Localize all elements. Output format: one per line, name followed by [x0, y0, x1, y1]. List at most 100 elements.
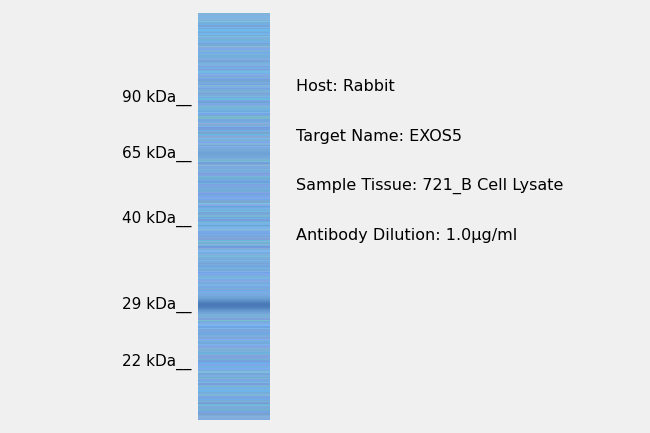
Bar: [198, 64, 270, 66]
Bar: [198, 236, 270, 238]
Bar: [198, 364, 270, 366]
Bar: [198, 298, 270, 299]
Bar: [198, 105, 270, 107]
Bar: [198, 361, 270, 363]
Bar: [198, 36, 270, 37]
Bar: [198, 372, 270, 374]
Bar: [198, 297, 270, 299]
Bar: [198, 306, 270, 307]
Bar: [198, 90, 270, 92]
Bar: [198, 306, 270, 307]
Bar: [198, 305, 270, 306]
Bar: [198, 355, 270, 356]
Bar: [198, 178, 270, 180]
Bar: [198, 233, 270, 234]
Bar: [198, 334, 270, 336]
Bar: [198, 86, 270, 87]
Bar: [198, 215, 270, 216]
Bar: [198, 235, 270, 237]
Bar: [198, 120, 270, 122]
Bar: [198, 296, 270, 298]
Bar: [198, 315, 270, 317]
Bar: [198, 181, 270, 183]
Bar: [198, 52, 270, 54]
Bar: [198, 388, 270, 390]
Bar: [198, 278, 270, 280]
Bar: [198, 148, 270, 149]
Bar: [198, 409, 270, 410]
Bar: [198, 53, 270, 55]
Bar: [198, 208, 270, 210]
Bar: [198, 151, 270, 152]
Bar: [198, 302, 270, 303]
Bar: [198, 150, 270, 151]
Bar: [198, 94, 270, 96]
Bar: [198, 395, 270, 397]
Bar: [198, 22, 270, 24]
Bar: [198, 345, 270, 347]
Bar: [198, 289, 270, 291]
Bar: [198, 338, 270, 340]
Bar: [198, 18, 270, 20]
Bar: [198, 307, 270, 309]
Bar: [198, 255, 270, 257]
Bar: [198, 245, 270, 246]
Bar: [198, 253, 270, 255]
Bar: [198, 262, 270, 264]
Bar: [198, 360, 270, 362]
Bar: [198, 342, 270, 344]
Bar: [198, 414, 270, 416]
Text: Host: Rabbit: Host: Rabbit: [296, 79, 395, 94]
Bar: [198, 287, 270, 288]
Bar: [198, 403, 270, 405]
Bar: [198, 348, 270, 349]
Text: 90 kDa__: 90 kDa__: [122, 89, 192, 106]
Bar: [198, 405, 270, 407]
Bar: [198, 170, 270, 172]
Bar: [198, 350, 270, 352]
Bar: [198, 303, 270, 304]
Bar: [198, 175, 270, 177]
Bar: [198, 79, 270, 81]
Bar: [198, 291, 270, 292]
Bar: [198, 83, 270, 85]
Bar: [198, 205, 270, 207]
Bar: [198, 281, 270, 283]
Bar: [198, 378, 270, 379]
Bar: [198, 301, 270, 302]
Bar: [198, 87, 270, 89]
Bar: [198, 156, 270, 157]
Bar: [198, 303, 270, 304]
Bar: [198, 200, 270, 202]
Bar: [198, 187, 270, 189]
Bar: [198, 154, 270, 155]
Bar: [198, 27, 270, 29]
Bar: [198, 217, 270, 219]
Bar: [198, 194, 270, 196]
Bar: [198, 21, 270, 23]
Bar: [198, 210, 270, 213]
Bar: [198, 220, 270, 222]
Bar: [198, 109, 270, 111]
Text: 22 kDa__: 22 kDa__: [122, 353, 192, 370]
Bar: [198, 118, 270, 120]
Bar: [198, 376, 270, 378]
Bar: [198, 250, 270, 252]
Bar: [198, 314, 270, 316]
Bar: [198, 280, 270, 281]
Bar: [198, 13, 270, 14]
Bar: [198, 310, 270, 311]
Bar: [198, 33, 270, 35]
Bar: [198, 74, 270, 75]
Bar: [198, 142, 270, 143]
Bar: [198, 157, 270, 158]
Bar: [198, 46, 270, 48]
Bar: [198, 359, 270, 360]
Text: Antibody Dilution: 1.0μg/ml: Antibody Dilution: 1.0μg/ml: [296, 229, 517, 243]
Bar: [198, 346, 270, 348]
Bar: [198, 177, 270, 178]
Bar: [198, 295, 270, 297]
Bar: [198, 117, 270, 119]
Bar: [198, 182, 270, 184]
Bar: [198, 155, 270, 156]
